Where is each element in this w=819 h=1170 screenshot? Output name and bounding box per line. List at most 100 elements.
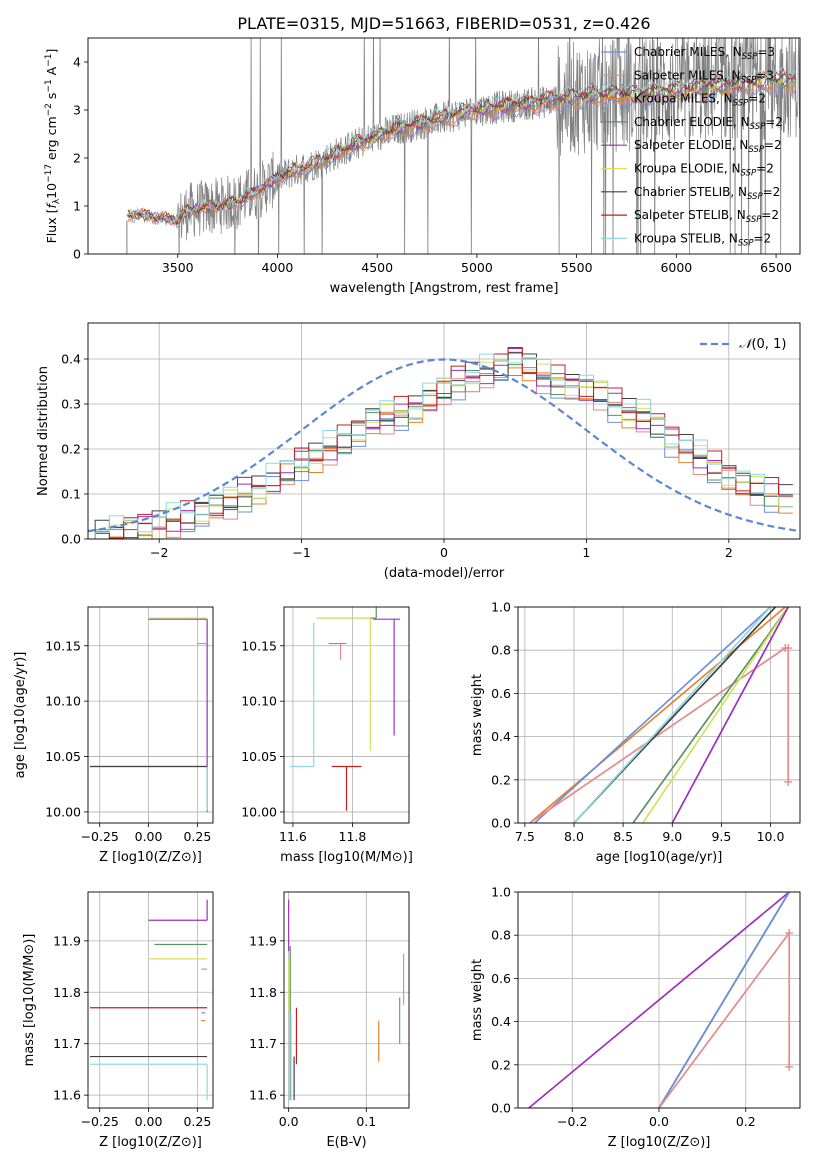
x-tick-label: 4500: [361, 260, 393, 275]
tick-labels: 11.6 11.8 10.00 10.05 10.10 10.15: [241, 638, 366, 844]
errorbar-points: [89, 899, 208, 1101]
y-axis-label: Normed distribution: [36, 366, 51, 496]
y-tick-label: 10.00: [45, 804, 81, 819]
x-tick-label: 0.00: [135, 1114, 163, 1129]
x-tick-label: 0.0: [279, 1114, 299, 1129]
x-tick-label: −1: [292, 545, 310, 560]
x-tick-label: 11.8: [339, 829, 367, 844]
x-axis-label: (data-model)/error: [384, 566, 505, 581]
x-tick-label: 0.25: [183, 829, 211, 844]
grid-lines: [284, 607, 409, 823]
residual-histogram: [94, 353, 793, 539]
legend-entry: Chabrier STELIB, NSSP=2: [634, 185, 780, 202]
y-tick-label: 11.7: [53, 1036, 81, 1051]
x-axis-label: E(B-V): [326, 1135, 366, 1150]
cumulative-mass-line: [529, 607, 786, 823]
y-axis-label: mass weight: [470, 674, 485, 756]
legend-entry: Chabrier ELODIE, NSSP=2: [634, 115, 783, 132]
y-tick-label: 0.0: [491, 1101, 511, 1116]
x-tick-label: 9.5: [711, 829, 731, 844]
marker: [785, 929, 794, 938]
legend-entry: 𝒩(0, 1): [739, 337, 786, 352]
residual-histogram: [95, 359, 793, 539]
y-tick-label: 0.1: [61, 487, 81, 502]
axes-frame: [87, 37, 801, 255]
y-tick-label: 1: [73, 199, 81, 214]
x-tick-label: 1: [582, 545, 590, 560]
x-tick-label: −0.2: [557, 1114, 587, 1129]
y-tick-label: 10.10: [241, 694, 277, 709]
cumulative-mass-line: [658, 930, 791, 1108]
gaussian-curve: [88, 358, 800, 533]
residual-histogram-panel: −2 −1 0 1 2 0.0 0.1 0.2 0.3 0.4 (data-model)/error…: [36, 322, 801, 581]
legend-entry: Kroupa ELODIE, NSSP=2: [634, 162, 774, 179]
grid-lines: [284, 892, 409, 1108]
y-tick-label: 0.8: [491, 643, 511, 658]
axes-frame: [87, 322, 801, 540]
y-tick-label: 11.9: [249, 933, 277, 948]
x-tick-label: 0: [440, 545, 448, 560]
histograms: [94, 346, 793, 539]
figure-title: PLATE=0315, MJD=51663, FIBERID=0531, z=0…: [237, 14, 650, 33]
y-tick-label: 4: [73, 55, 81, 70]
marker: [784, 644, 793, 653]
legend-entry: Salpeter STELIB, NSSP=2: [634, 208, 779, 225]
grid-lines: [518, 606, 800, 824]
y-tick-label: 3: [73, 103, 81, 118]
observed-spectrum: [126, 38, 800, 254]
x-tick-label: 0.25: [183, 1114, 211, 1129]
cumulative-mass-line: [534, 607, 772, 823]
tick-labels: −0.25 0.00 0.25 11.6 11.7 11.8 11.9: [53, 933, 211, 1129]
x-axis-label: age [log10(age/yr)]: [596, 850, 723, 865]
y-axis-label: age [log10(age/yr)]: [13, 652, 28, 779]
x-axis-label: Z [log10(Z/Z⊙)]: [99, 1135, 202, 1150]
cumulative-mass-line: [573, 607, 772, 823]
x-tick-label: 7.5: [515, 829, 535, 844]
y-axis-label: mass weight: [470, 959, 485, 1041]
tick-labels: 3500 4000 4500 5000 5500 6000 6500 0 1 2 3 4: [73, 55, 792, 276]
y-tick-label: 0.2: [491, 1057, 511, 1072]
legend: Chabrier MILES, NSSP=3 Salpeter MILES, NS…: [601, 45, 783, 248]
legend-entry: Salpeter MILES, NSSP=3: [634, 68, 774, 85]
x-tick-label: 8.0: [564, 829, 584, 844]
x-tick-label: 3500: [162, 260, 194, 275]
cumulative-mass-line: [632, 607, 789, 823]
y-axis-label: mass [log10(M/M⊙)]: [22, 934, 37, 1067]
y-tick-label: 0.8: [491, 928, 511, 943]
model-spectra-group: [127, 66, 796, 229]
y-tick-label: 10.15: [45, 638, 81, 653]
x-tick-label: 5000: [461, 260, 493, 275]
y-tick-label: 10.00: [241, 804, 277, 819]
y-tick-label: 0.2: [491, 772, 511, 787]
y-tick-label: 0: [73, 247, 81, 262]
age-vs-metallicity-panel: −0.25 0.00 0.25 10.00 10.05 10.10 10.15 Z [log1…: [13, 606, 214, 865]
y-tick-label: 10.05: [45, 749, 81, 764]
cumulative-mass-line: [528, 892, 790, 1108]
y-tick-label: 10.15: [241, 638, 277, 653]
massweight-vs-age-panel: 7.5 8.0 8.5 9.0 9.5 10.0 0.0 0.2 0.4 0.6 0.8 1.0 age…: [470, 600, 801, 865]
y-tick-label: 0.3: [61, 397, 81, 412]
y-tick-label: 11.6: [249, 1088, 277, 1103]
y-tick-label: 1.0: [491, 885, 511, 900]
x-axis-label: Z [log10(Z/Z⊙)]: [99, 850, 202, 865]
y-tick-label: 11.8: [249, 985, 277, 1000]
axes-frame: [517, 606, 801, 824]
tick-labels: −2 −1 0 1 2 0.0 0.1 0.2 0.3 0.4: [61, 352, 733, 561]
x-tick-label: 0.00: [135, 829, 163, 844]
x-tick-label: −0.25: [81, 1114, 119, 1129]
x-tick-label: −2: [150, 545, 168, 560]
x-tick-label: 11.6: [279, 829, 307, 844]
x-tick-label: 5500: [561, 260, 593, 275]
cumulative-mass-line: [671, 607, 789, 823]
grid-lines: [88, 892, 213, 1108]
cumulative-mass-line: [529, 647, 790, 823]
age-vs-mass-panel: 11.6 11.8 10.00 10.05 10.10 10.15 mass [log10(…: [241, 606, 413, 865]
y-tick-label: 10.05: [241, 749, 277, 764]
y-tick-label: 11.8: [53, 985, 81, 1000]
y-tick-label: 11.6: [53, 1088, 81, 1103]
axes-frame: [283, 606, 410, 824]
y-tick-label: 0.4: [491, 1014, 511, 1029]
grid-lines: [88, 607, 213, 823]
axes-frame: [517, 891, 801, 1109]
mass-vs-ebv-panel: 0.0 0.1 11.6 11.7 11.8 11.9 E(B-V): [249, 891, 410, 1150]
